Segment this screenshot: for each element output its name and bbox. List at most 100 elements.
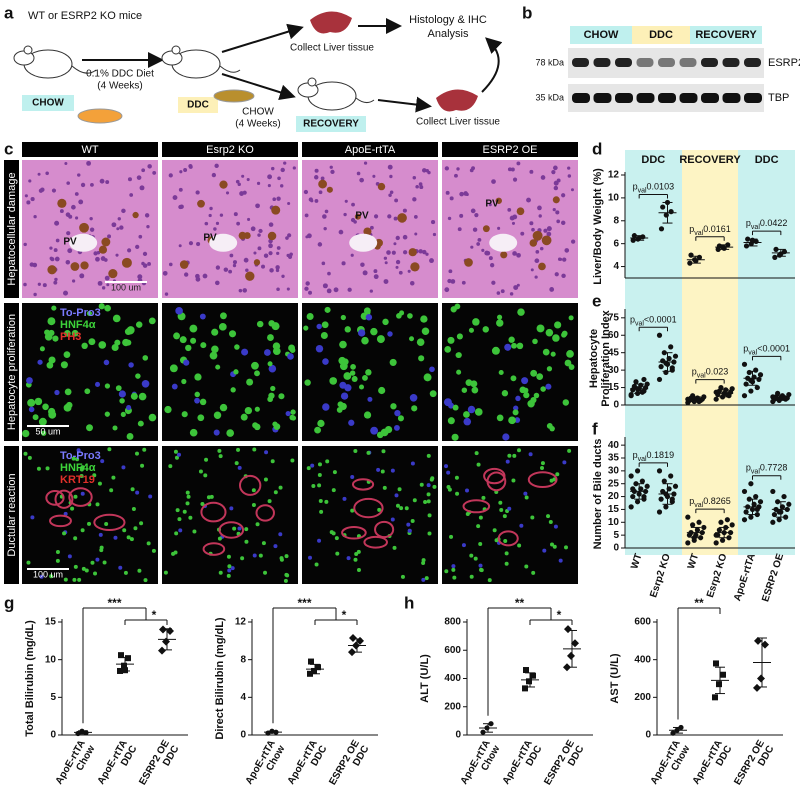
micrograph-texture: [321, 261, 326, 266]
micrograph-texture: [322, 214, 327, 219]
micrograph-texture: [315, 344, 324, 353]
micrograph-texture: [188, 241, 194, 246]
micrograph-texture: [244, 406, 253, 415]
kda-label: 78 kDa: [535, 57, 564, 67]
y-tick-label: 600: [634, 617, 651, 628]
micrograph-texture: [454, 173, 458, 178]
micrograph-texture: [287, 233, 292, 238]
micrograph-texture: [229, 253, 234, 258]
micrograph-texture: [471, 386, 479, 394]
micrograph-texture: [512, 214, 518, 220]
micrograph-texture: [348, 419, 355, 426]
micrograph-texture: [196, 241, 201, 247]
micrograph-texture: [44, 332, 53, 341]
micrograph-texture: [271, 166, 275, 171]
data-point: [669, 496, 675, 502]
micrograph-texture: [358, 329, 366, 337]
micrograph-texture: [511, 342, 517, 349]
micrograph-texture: [185, 501, 190, 506]
data-point: [308, 658, 314, 665]
micrograph-texture: [409, 336, 415, 342]
micrograph-texture: [186, 494, 191, 499]
micrograph-texture: [392, 545, 397, 550]
micrograph-texture: [549, 287, 555, 292]
data-point: [719, 537, 726, 543]
data-point: [712, 694, 718, 701]
micrograph-texture: [258, 228, 263, 234]
micrograph-texture: [459, 191, 464, 197]
micrograph-texture: [532, 230, 543, 241]
micrograph-texture: [395, 259, 401, 265]
diet-label: 0.1% DDC Diet: [86, 69, 154, 80]
micrograph-texture: [496, 414, 504, 422]
micrograph-texture: [326, 186, 333, 193]
micrograph-texture: [270, 385, 276, 392]
micrograph-texture: [555, 210, 560, 215]
micrograph-texture: [390, 403, 397, 410]
micrograph-texture: [377, 507, 382, 512]
data-point: [701, 394, 707, 400]
micrograph-texture: [329, 377, 338, 385]
micrograph-texture: [468, 327, 474, 333]
micrograph-texture: [237, 526, 242, 531]
micrograph-texture: [538, 214, 542, 218]
micrograph-texture: [26, 377, 33, 384]
micrograph-texture: [449, 196, 454, 201]
micrograph-texture: [104, 383, 111, 389]
micrograph-texture: [314, 175, 319, 180]
micrograph-texture: [80, 528, 85, 533]
blot-band: [615, 58, 632, 67]
micrograph-texture: [540, 175, 546, 180]
data-point: [775, 390, 781, 396]
blot-band: [636, 93, 655, 103]
micrograph-texture: [54, 489, 74, 509]
micrograph-texture: [42, 403, 49, 411]
micrograph-texture: [230, 566, 235, 571]
micrograph-texture: [237, 182, 241, 187]
micrograph-texture: [366, 450, 371, 455]
data-point: [753, 683, 761, 692]
micrograph-texture: [354, 213, 361, 220]
mouse: [161, 45, 241, 79]
micrograph-texture: [268, 243, 273, 249]
micrograph-texture: [395, 235, 400, 241]
micrograph-texture: [147, 164, 152, 169]
micrograph-texture: [515, 395, 521, 402]
data-point: [571, 639, 579, 648]
micrograph-texture: [98, 532, 103, 537]
micrograph-texture: [561, 220, 566, 226]
micrograph-texture: [53, 280, 58, 285]
micrograph-texture: [541, 235, 552, 246]
micrograph-texture: [133, 526, 138, 531]
micrograph-texture: [540, 466, 545, 471]
micrograph-texture: [524, 495, 529, 500]
micrograph-texture: [365, 369, 372, 376]
y-tick-label: 25: [608, 478, 620, 489]
row-header: Hepatocyte proliferation: [6, 314, 18, 430]
data-point: [716, 681, 722, 688]
panel-letter: d: [592, 139, 602, 158]
micrograph-texture: [126, 404, 132, 411]
micrograph-texture: [268, 392, 275, 399]
data-point: [720, 671, 726, 678]
micrograph-texture: [32, 262, 38, 268]
micrograph-texture: [107, 447, 112, 452]
micrograph-texture: [49, 246, 53, 250]
micrograph-texture: [135, 490, 140, 495]
micrograph-texture: [508, 416, 516, 425]
micrograph-texture: [426, 483, 431, 488]
micrograph-texture: [411, 405, 418, 412]
micrograph-texture: [317, 242, 323, 247]
micrograph-texture: [242, 190, 247, 195]
micrograph-texture: [66, 231, 71, 236]
micrograph-texture: [60, 361, 68, 369]
micrograph-texture: [553, 180, 559, 186]
micrograph-texture: [192, 529, 197, 534]
micrograph-texture: [410, 519, 415, 524]
x-tick-label: Esrp2 KO: [705, 552, 730, 599]
micrograph-texture: [350, 508, 355, 513]
micrograph-texture: [327, 271, 331, 276]
micrograph-texture: [397, 487, 402, 492]
micrograph-texture: [251, 361, 259, 370]
micrograph-texture: [394, 493, 399, 498]
